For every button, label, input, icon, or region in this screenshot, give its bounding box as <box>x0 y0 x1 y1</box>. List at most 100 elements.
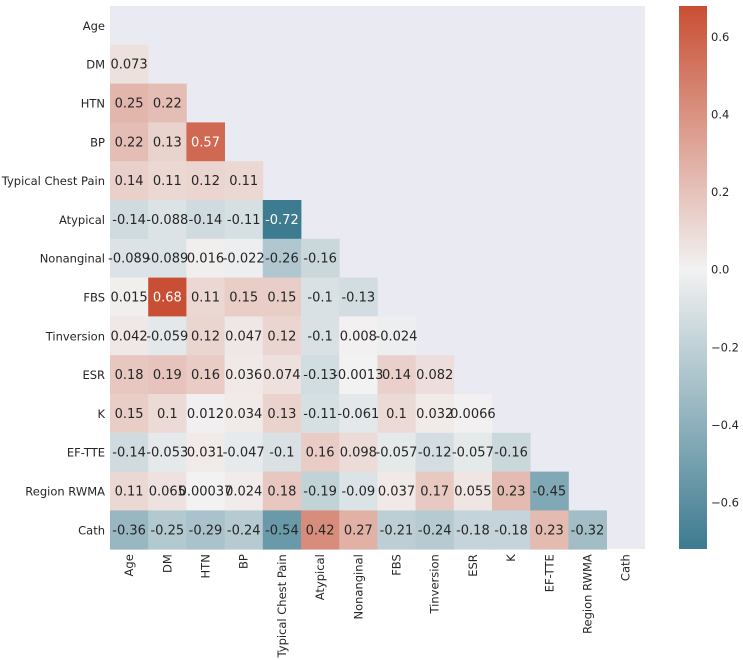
colorbar-tick-label: 0.2 <box>711 185 729 199</box>
colorbar-tick-label: −0.4 <box>711 418 739 432</box>
heatmap-cell <box>301 394 340 434</box>
cell-value-label: 0.15 <box>267 291 296 306</box>
cell-value-label: -0.09 <box>341 485 375 500</box>
cell-value-label: 0.14 <box>382 368 411 383</box>
cell-value-label: 0.15 <box>229 291 258 306</box>
cell-value-label: 0.055 <box>454 485 491 500</box>
heatmap-cell <box>148 277 187 317</box>
heatmap-cell <box>224 394 264 434</box>
heatmap-cell <box>377 316 416 356</box>
cell-value-label: 0.0066 <box>450 407 496 422</box>
cell-value-label: 0.11 <box>153 174 182 189</box>
cell-value-label: 0.13 <box>267 407 296 422</box>
y-tick-label: Tinversion <box>45 329 105 343</box>
cell-value-label: -0.022 <box>223 252 265 267</box>
cell-value-label: 0.27 <box>344 523 373 538</box>
x-tick-label: Tinversion <box>428 554 442 614</box>
cell-value-label: 0.18 <box>267 485 296 500</box>
heatmap-cell <box>148 83 187 123</box>
y-tick-label: Typical Chest Pain <box>1 174 105 188</box>
cell-value-label: -0.047 <box>223 446 265 461</box>
colorbar-tick-label: −0.6 <box>711 495 739 509</box>
heatmap-cell <box>186 510 225 550</box>
heatmap-cell <box>224 277 264 317</box>
cell-value-label: 0.11 <box>191 291 220 306</box>
y-axis-tick-labels: Age DM HTN BP Typical Chest Pain Atypical Nona… <box>1 19 106 537</box>
heatmap-cell <box>415 471 455 511</box>
heatmap-cell <box>148 394 187 434</box>
heatmap-cell <box>339 510 378 550</box>
heatmap-cell <box>186 238 225 278</box>
cell-value-label: -0.14 <box>112 446 146 461</box>
cell-value-label: 0.18 <box>115 368 144 383</box>
cell-value-label: -0.057 <box>452 446 494 461</box>
cell-value-label: 0.11 <box>229 174 258 189</box>
y-tick-label: DM <box>86 58 105 72</box>
heatmap-cell <box>415 510 455 550</box>
cell-value-label: 0.034 <box>225 407 262 422</box>
heatmap-cell <box>568 510 607 550</box>
cell-value-label: 0.17 <box>420 485 449 500</box>
colorbar-tick-label: 0.0 <box>711 263 729 277</box>
heatmap-cell <box>339 316 378 356</box>
heatmap-cell <box>301 510 340 550</box>
heatmap-cell <box>148 316 187 356</box>
heatmap-cell <box>377 471 416 511</box>
x-tick-label: HTN <box>199 554 213 578</box>
heatmap-cell <box>415 355 455 395</box>
colorbar-tick-label: 0.4 <box>711 108 729 122</box>
heatmap-cell <box>110 432 149 472</box>
heatmap-cell <box>224 355 264 395</box>
cell-value-label: 0.1 <box>386 407 407 422</box>
cell-value-label: -0.14 <box>112 213 146 228</box>
cell-value-label: 0.1 <box>157 407 178 422</box>
x-tick-label: Atypical <box>313 554 327 600</box>
heatmap-cell <box>110 316 149 356</box>
cell-value-label: -0.061 <box>337 407 379 422</box>
colorbar-gradient <box>679 6 707 549</box>
heatmap-cell <box>110 277 149 317</box>
cell-value-label: 0.13 <box>153 135 182 150</box>
cell-value-label: 0.031 <box>187 446 224 461</box>
cell-value-label: 0.037 <box>378 485 415 500</box>
cell-value-label: -0.45 <box>532 485 566 500</box>
heatmap-cell <box>224 471 264 511</box>
x-tick-label: Cath <box>619 554 633 581</box>
cell-value-label: 0.25 <box>115 97 144 112</box>
heatmap-cell <box>224 161 264 201</box>
heatmap-cell <box>339 277 378 317</box>
heatmap-cell <box>110 510 149 550</box>
heatmap-cell <box>377 394 416 434</box>
cell-value-label: 0.15 <box>115 407 144 422</box>
heatmap-cell <box>148 238 187 278</box>
cell-value-label: -0.089 <box>108 252 150 267</box>
heatmap-cell <box>110 394 149 434</box>
cell-value-label: 0.23 <box>535 523 564 538</box>
cell-value-label: -0.13 <box>303 368 337 383</box>
heatmap-cell <box>262 355 302 395</box>
cell-value-label: 0.12 <box>191 329 220 344</box>
cell-value-label: 0.047 <box>225 329 262 344</box>
heatmap-cell <box>224 510 264 550</box>
x-axis-tick-labels: Age DM HTN BP Typical Chest Pain Atypical Nona… <box>122 554 633 659</box>
heatmap-cell <box>186 122 225 162</box>
cell-value-label: -0.059 <box>146 329 188 344</box>
heatmap-cell <box>110 471 149 511</box>
heatmap-cell <box>186 316 225 356</box>
heatmap-cell <box>148 122 187 162</box>
heatmap-cell <box>224 238 264 278</box>
cell-value-label: 0.68 <box>153 291 182 306</box>
y-tick-label: Age <box>83 19 105 33</box>
cell-value-label: -0.24 <box>418 523 452 538</box>
heatmap-cell <box>339 355 378 395</box>
cell-value-label: 0.016 <box>187 252 224 267</box>
colorbar-ticks: 0.6 0.4 0.2 0.0 −0.2 −0.4 −0.6 <box>711 30 739 509</box>
y-tick-label: BP <box>90 135 105 149</box>
cell-value-label: 0.16 <box>191 368 220 383</box>
cell-value-label: -0.29 <box>189 523 223 538</box>
cell-value-label: 0.036 <box>225 368 262 383</box>
heatmap-cell <box>110 161 149 201</box>
heatmap-cell <box>377 355 416 395</box>
heatmap-cell <box>301 277 340 317</box>
